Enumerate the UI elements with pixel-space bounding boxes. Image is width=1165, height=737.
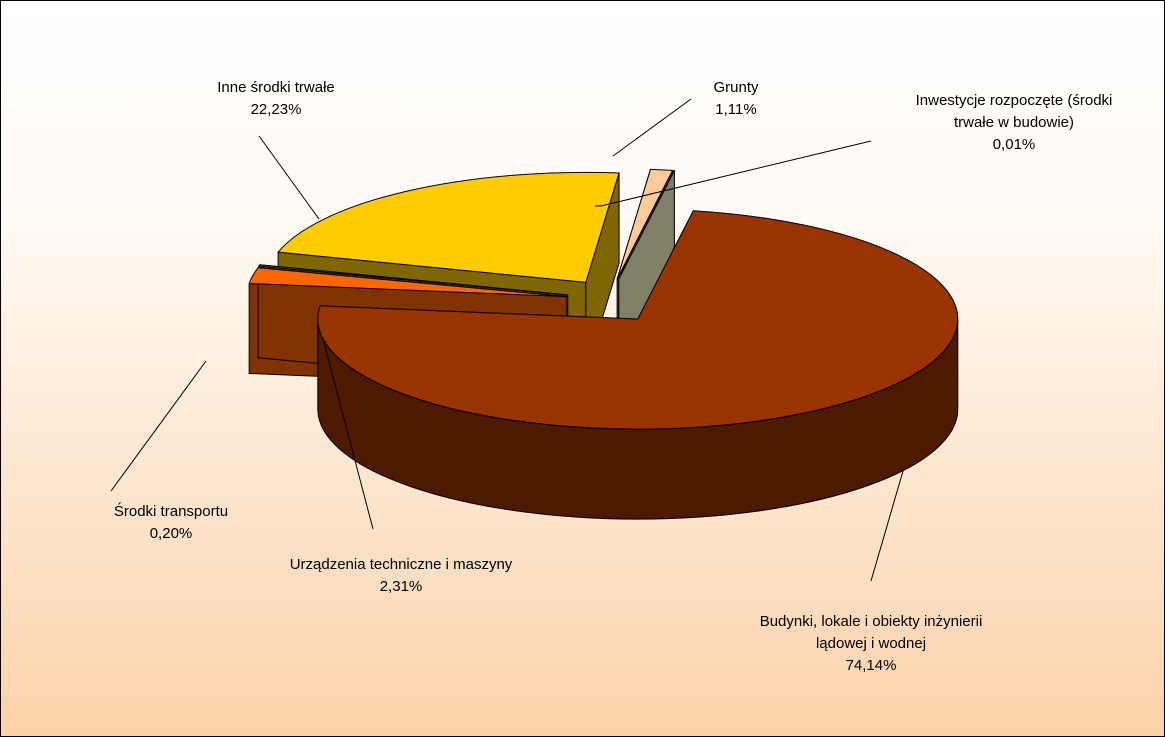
leader-line <box>258 135 320 220</box>
slice-label: Inne środki trwałe 22,23% <box>171 77 381 121</box>
category-label: Grunty <box>713 79 759 96</box>
slice-label: Grunty 1,11% <box>661 77 811 121</box>
slice <box>257 264 568 296</box>
category-label: Budynki, lokale i obiekty inżynierii ląd… <box>759 613 983 652</box>
slice <box>618 169 676 280</box>
slice-label: Inwestycje rozpoczęte (środki trwałe w b… <box>879 90 1149 156</box>
value-label: 0,20% <box>149 525 193 542</box>
category-label: Urządzenia techniczne i maszyny <box>289 556 513 573</box>
leader-line <box>870 470 904 582</box>
slice-label: Budynki, lokale i obiekty inżynierii ląd… <box>751 611 991 677</box>
value-label: 22,23% <box>250 101 302 118</box>
slice <box>317 210 959 430</box>
leader-line <box>612 98 692 157</box>
slice <box>616 168 674 279</box>
leader-line <box>110 360 207 492</box>
value-label: 2,31% <box>379 578 423 595</box>
category-label: Inne środki trwałe <box>217 79 335 96</box>
slice-label: Środki transportu 0,20% <box>71 501 271 545</box>
slice <box>277 171 620 283</box>
value-label: 74,14% <box>845 657 897 674</box>
value-label: 0,01% <box>992 136 1036 153</box>
slice <box>248 267 567 298</box>
value-label: 1,11% <box>715 101 757 118</box>
slice-label: Urządzenia techniczne i maszyny 2,31% <box>281 554 521 598</box>
category-label: Inwestycje rozpoczęte (środki trwałe w b… <box>915 92 1113 131</box>
leader-line <box>595 140 872 207</box>
category-label: Środki transportu <box>113 503 229 520</box>
leader-line <box>322 338 374 530</box>
